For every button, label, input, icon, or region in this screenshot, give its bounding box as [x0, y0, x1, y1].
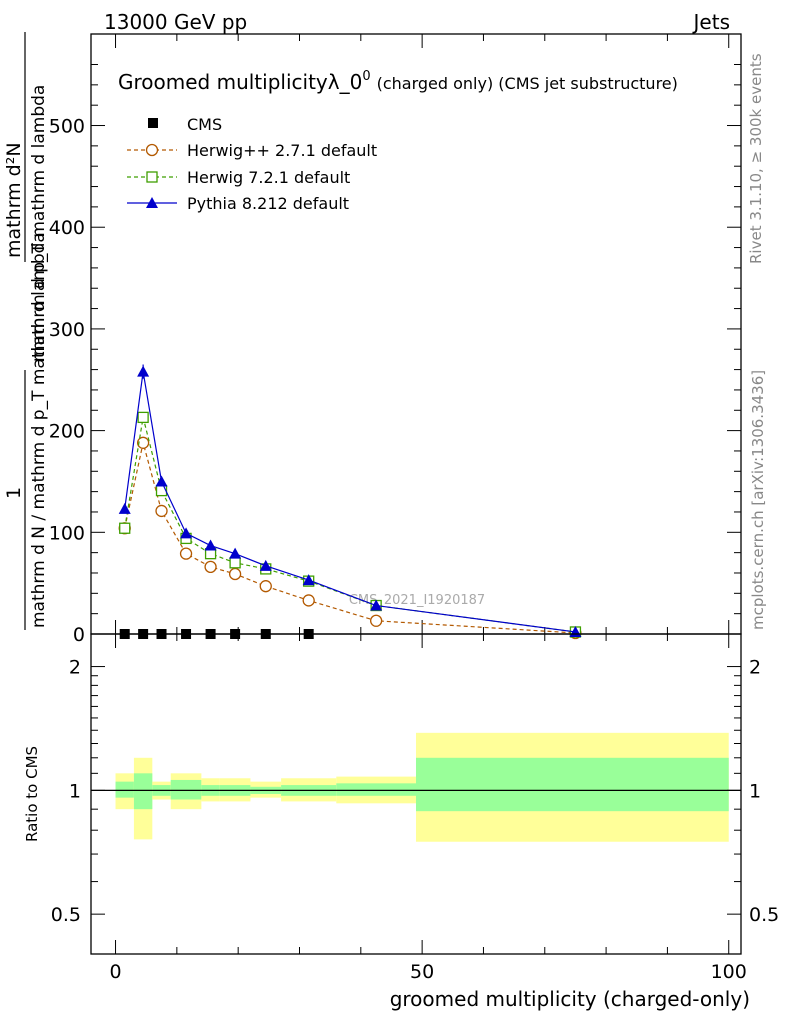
marker-herwig-7-2-1-default — [137, 411, 149, 424]
legend-entry-herwig7: Herwig 7.2.1 default — [127, 168, 350, 187]
main-ylabel-factor-denominator: mathrm d p_T mathrm d lambda — [29, 85, 49, 362]
series-line-pythia-8-212-default — [124, 371, 576, 633]
ratio-stat-band — [170, 779, 202, 800]
main-ytick-label: 300 — [49, 319, 85, 341]
ratio-stat-band — [416, 757, 729, 812]
header-energy-label: 13000 GeV pp — [104, 10, 247, 34]
main-ylabel: 1 mathrm d N / mathrm d p_T mathrm d lam… — [3, 32, 49, 630]
ratio-ytick-label-left: 0.5 — [51, 904, 81, 926]
ratio-stat-band — [115, 781, 134, 798]
legend: CMS Herwig++ 2.7.1 default Herwig 7.2.1 … — [127, 115, 377, 213]
rivet-version-label: Rivet 3.1.10, ≥ 300k events — [747, 53, 765, 264]
ratio-ylabel: Ratio to CMS — [23, 746, 41, 842]
legend-marker-cms — [148, 118, 158, 128]
ratio-ytick-label-left: 2 — [69, 657, 81, 679]
legend-label-cms: CMS — [187, 115, 222, 134]
title-superscript: 0 — [362, 69, 370, 84]
legend-marker-herwigpp — [145, 143, 159, 157]
marker-herwig-2-7-1-default — [204, 560, 217, 574]
legend-entry-pythia: Pythia 8.212 default — [127, 194, 349, 213]
ratio-bands — [115, 732, 729, 842]
marker-pythia-8-212-default — [118, 502, 131, 514]
ratio-stat-band — [336, 783, 416, 796]
xtick-label: 50 — [410, 961, 434, 983]
marker-pythia-8-212-default — [180, 527, 193, 539]
main-ytick-label: 200 — [49, 421, 85, 443]
marker-herwig-7-2-1-default — [119, 522, 131, 534]
legend-marker-herwig7 — [146, 171, 158, 183]
ratio-axis-ticks — [91, 634, 741, 954]
xtick-label: 100 — [711, 961, 747, 983]
x-axis-label: groomed multiplicity (charged-only) — [390, 987, 750, 1011]
marker-pythia-8-212-default — [302, 574, 315, 586]
marker-herwig-2-7-1-default — [302, 594, 315, 607]
xtick-labels: 0 50 100 — [109, 961, 746, 983]
legend-marker-pythia — [146, 197, 158, 208]
title-suffix: (charged only) (CMS jet substructure) — [377, 74, 678, 93]
main-ytick-label: 500 — [49, 116, 85, 138]
series-line-herwig-2-7-1-default — [124, 442, 576, 634]
marker-herwig-2-7-1-default — [369, 614, 383, 627]
main-ytick-label: 0 — [73, 624, 85, 646]
marker-herwig-7-2-1-default — [155, 484, 168, 497]
header-jets-label: Jets — [692, 10, 730, 34]
main-ylabel-denominator: mathrm d N / mathrm d p_T mathrm d lambd… — [29, 232, 49, 628]
marker-pythia-8-212-default — [155, 475, 168, 487]
marker-pythia-8-212-default — [137, 365, 150, 377]
main-ylabel-dsquared: mathrm d²N — [3, 142, 25, 258]
marker-pythia-8-212-default — [229, 547, 242, 559]
marker-herwig-2-7-1-default — [136, 436, 150, 449]
marker-pythia-8-212-default — [370, 599, 383, 611]
ratio-ytick-label-right: 1 — [749, 780, 761, 802]
title-main: Groomed multiplicityλ_0 — [118, 70, 362, 94]
mcplots-label: mcplots.cern.ch [arXiv:1306.3436] — [749, 370, 767, 630]
marker-pythia-8-212-default — [204, 539, 217, 551]
marker-herwig-2-7-1-default — [179, 547, 193, 560]
ratio-ytick-label-right: 0.5 — [749, 904, 779, 926]
main-ytick-label: 100 — [49, 522, 85, 544]
ratio-stat-band — [133, 773, 153, 810]
ratio-plot-frame — [90, 633, 742, 955]
main-ylabel-one: 1 — [3, 487, 25, 499]
main-ytick-labels: 0 100 200 300 400 500 — [49, 116, 85, 646]
ratio-ytick-label-left: 1 — [69, 780, 81, 802]
plot-title: Groomed multiplicityλ_00 (charged only) (… — [118, 69, 678, 94]
marker-herwig-2-7-1-default — [155, 504, 168, 518]
legend-entry-cms: CMS — [148, 115, 222, 134]
xtick-label: 0 — [109, 961, 121, 983]
main-ytick-label: 400 — [49, 217, 85, 239]
ratio-ytick-label-right: 2 — [749, 657, 761, 679]
marker-pythia-8-212-default — [259, 559, 272, 571]
legend-label-herwigpp: Herwig++ 2.7.1 default — [187, 141, 377, 160]
marker-herwig-2-7-1-default — [259, 580, 272, 593]
legend-entry-herwigpp: Herwig++ 2.7.1 default — [127, 141, 377, 160]
marker-herwig-7-2-1-default — [229, 557, 241, 569]
legend-label-pythia: Pythia 8.212 default — [187, 194, 349, 213]
legend-label-herwig7: Herwig 7.2.1 default — [187, 168, 350, 187]
ratio-ytick-labels: 0.5 0.5 1 1 2 2 — [51, 657, 779, 927]
marker-herwig-2-7-1-default — [228, 567, 242, 581]
analysis-watermark: CMS_2021_I1920187 — [349, 593, 485, 608]
